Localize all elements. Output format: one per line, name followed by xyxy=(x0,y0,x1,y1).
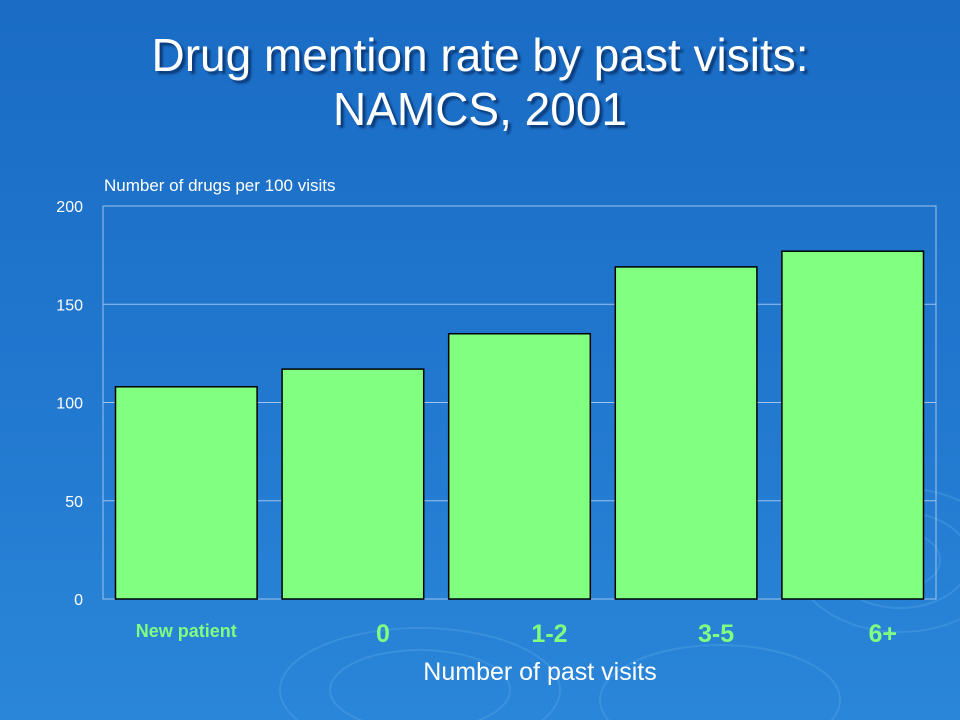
y-tick-label: 150 xyxy=(56,297,83,314)
bar xyxy=(614,266,758,600)
x-axis-label: Number of past visits xyxy=(423,658,657,686)
x-tick-label: 6+ xyxy=(868,620,897,648)
y-tick-label: 200 xyxy=(56,199,83,216)
title-line-2: NAMCS, 2001 xyxy=(332,83,627,135)
bar xyxy=(781,250,925,600)
title-line-1: Drug mention rate by past visits: xyxy=(151,29,809,81)
x-tick-label: 3-5 xyxy=(698,620,734,648)
slide-title: Drug mention rate by past visits: NAMCS,… xyxy=(40,28,920,136)
x-tick-label: 1-2 xyxy=(531,620,567,648)
y-axis-label: Number of drugs per 100 visits xyxy=(104,176,336,195)
bar xyxy=(114,386,258,600)
y-tick-label: 100 xyxy=(56,396,83,413)
x-tick-label: 0 xyxy=(376,620,390,648)
bar xyxy=(447,332,592,600)
y-tick-label: 0 xyxy=(74,592,83,609)
y-tick-label: 50 xyxy=(65,494,83,511)
bar xyxy=(281,368,425,600)
x-tick-label: New patient xyxy=(136,621,237,641)
